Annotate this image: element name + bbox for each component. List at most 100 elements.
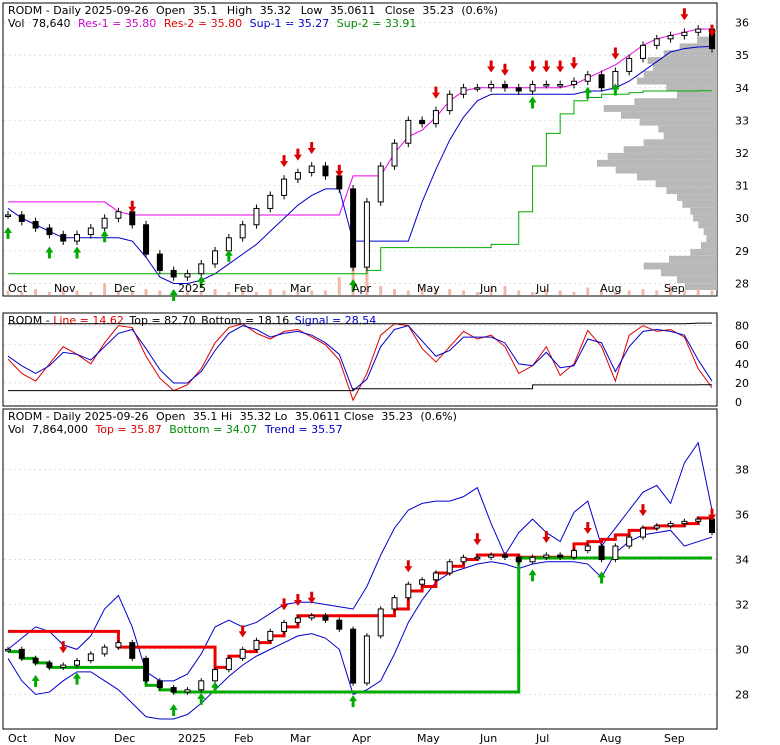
p1-volume-profile-31: [703, 228, 717, 236]
p1-ytick-5: 33: [735, 114, 749, 127]
p3-open: 35.1: [193, 410, 218, 423]
p2-ytick-4: 80: [735, 320, 749, 333]
p3-sell-arrow-7: [542, 531, 551, 544]
p1-res2-eq: =: [198, 17, 211, 30]
p1-open: 35.1: [193, 4, 218, 17]
p1-open-label: Open: [156, 4, 185, 17]
p3-sell-arrow-2: [280, 598, 289, 611]
p3-candle-45: [626, 536, 633, 547]
p1-volume-bar-7: [103, 283, 107, 295]
p3-candle-13: [184, 689, 191, 693]
p3-top: 35.87: [130, 423, 162, 436]
p2-symbol: RODM: [8, 314, 42, 327]
p3-symbol: RODM: [8, 410, 42, 423]
p3-candle-20: [281, 621, 288, 632]
p3-candle-15: [212, 669, 219, 682]
p3-candle-10: [143, 657, 150, 682]
p1-close: 35.23: [422, 4, 454, 17]
p1-volume-bar-20: [282, 290, 286, 295]
p1-candle-25: [350, 188, 357, 268]
p3-buy-arrow-4: [211, 681, 220, 694]
p3-candle-27: [377, 608, 384, 637]
p1-volume-bar-8: [116, 290, 120, 295]
p1-candle-27: [377, 165, 384, 203]
p1-candle-32: [446, 93, 453, 112]
p1-xtick-7: May: [417, 282, 440, 295]
p3-candle-46: [639, 527, 646, 538]
p3-candle-4: [60, 664, 67, 668]
p1-volume-profile-23: [637, 173, 717, 181]
p3-candle-5: [74, 660, 81, 666]
p1-volume-bar-27: [379, 286, 383, 295]
p1-title: Daily 2025-09-26: [53, 4, 148, 17]
p1-volume-bar-6: [89, 292, 93, 295]
p1-volume-profile-11: [677, 91, 717, 99]
p1-candle-30: [419, 119, 426, 125]
p1-candle-0: [5, 214, 11, 217]
p3-candle-29: [405, 583, 412, 599]
p1-candle-42: [584, 74, 591, 82]
p1-buy-arrow-5: [197, 275, 206, 288]
p1-candle-48: [667, 35, 674, 40]
p3-header: RODM - Daily 2025-09-26 Open 35.1 Hi 35.…: [8, 410, 457, 423]
p1-candle-1: [18, 214, 25, 223]
p2-ytick-2: 40: [735, 358, 749, 371]
p3-candle-34: [474, 556, 481, 560]
p3-candle-35: [488, 554, 495, 558]
p1-volume-profile-17: [663, 132, 717, 140]
p1-candle-21: [294, 172, 301, 180]
p3-top-label: Top: [94, 423, 114, 436]
p1-volume-bar-9: [130, 292, 134, 295]
p1-ytick-6: 34: [735, 82, 749, 95]
p1-ytick-0: 28: [735, 277, 749, 290]
price-panel-frame: [2, 2, 718, 297]
p1-candle-11: [156, 253, 163, 271]
p2-line: 14.62: [92, 314, 124, 327]
p1-xtick-6: Apr: [352, 282, 372, 295]
p1-volume-bar-39: [544, 289, 548, 295]
p1-res2: 35.80: [211, 17, 243, 30]
p1-volume-bar-24: [337, 277, 341, 295]
p3-candle-6: [87, 653, 94, 662]
p1-volume-profile-35: [669, 255, 717, 263]
p1-volume-profile-15: [639, 118, 717, 126]
p3-xtick-2: Dec: [114, 732, 135, 745]
p2-top: 82.70: [164, 314, 196, 327]
p2-ytick-1: 20: [735, 377, 749, 390]
p3-xtick-5: Mar: [290, 732, 311, 745]
p1-high-label: High: [227, 4, 252, 17]
p3-top-eq: =: [118, 423, 131, 436]
p1-res1-label: Res-1: [78, 17, 109, 30]
p1-xtick-0: Oct: [8, 282, 28, 295]
plot-layer: 28 29 30 31 32 33 34 35 36 Oct Nov Dec 2025 Feb Mar Apr…: [4, 8, 749, 745]
p1-buy-arrow-10: [611, 83, 620, 96]
p3-candle-30: [419, 579, 426, 585]
p1-candle-35: [488, 84, 495, 89]
p3-sell-arrow-1: [238, 625, 247, 638]
p1-candle-45: [626, 57, 633, 72]
p1-sell-arrow-3: [307, 142, 316, 155]
p3-buy-arrow-5: [349, 695, 358, 708]
p1-candle-9: [129, 211, 136, 226]
p3-candle-40: [557, 554, 564, 558]
p1-buy-arrow-0: [4, 226, 12, 239]
p2-header: RODM - Line = 14.62 Top = 82.70 Bottom =…: [8, 314, 376, 327]
p1-candle-23: [322, 165, 329, 177]
p1-candle-33: [460, 87, 467, 95]
p3-candle-23: [322, 615, 329, 621]
p1-xtick-10: Aug: [600, 282, 621, 295]
p1-candle-2: [32, 221, 39, 229]
p1-xtick-4: Feb: [234, 282, 253, 295]
p1-change: (0.6%): [461, 4, 498, 17]
p3-candle-19: [267, 630, 274, 641]
p3-candle-50: [695, 518, 702, 522]
p3-bottom-label: Bottom: [169, 423, 209, 436]
p1-res-line: [8, 28, 712, 216]
p1-candle-41: [570, 80, 577, 86]
p3-vol: 7,864,000: [32, 423, 88, 436]
p3-ytick-2: 32: [735, 598, 749, 611]
p1-candle-31: [432, 110, 439, 125]
p3-candle-26: [363, 635, 370, 684]
p2-bottom-label: Bottom: [201, 314, 241, 327]
